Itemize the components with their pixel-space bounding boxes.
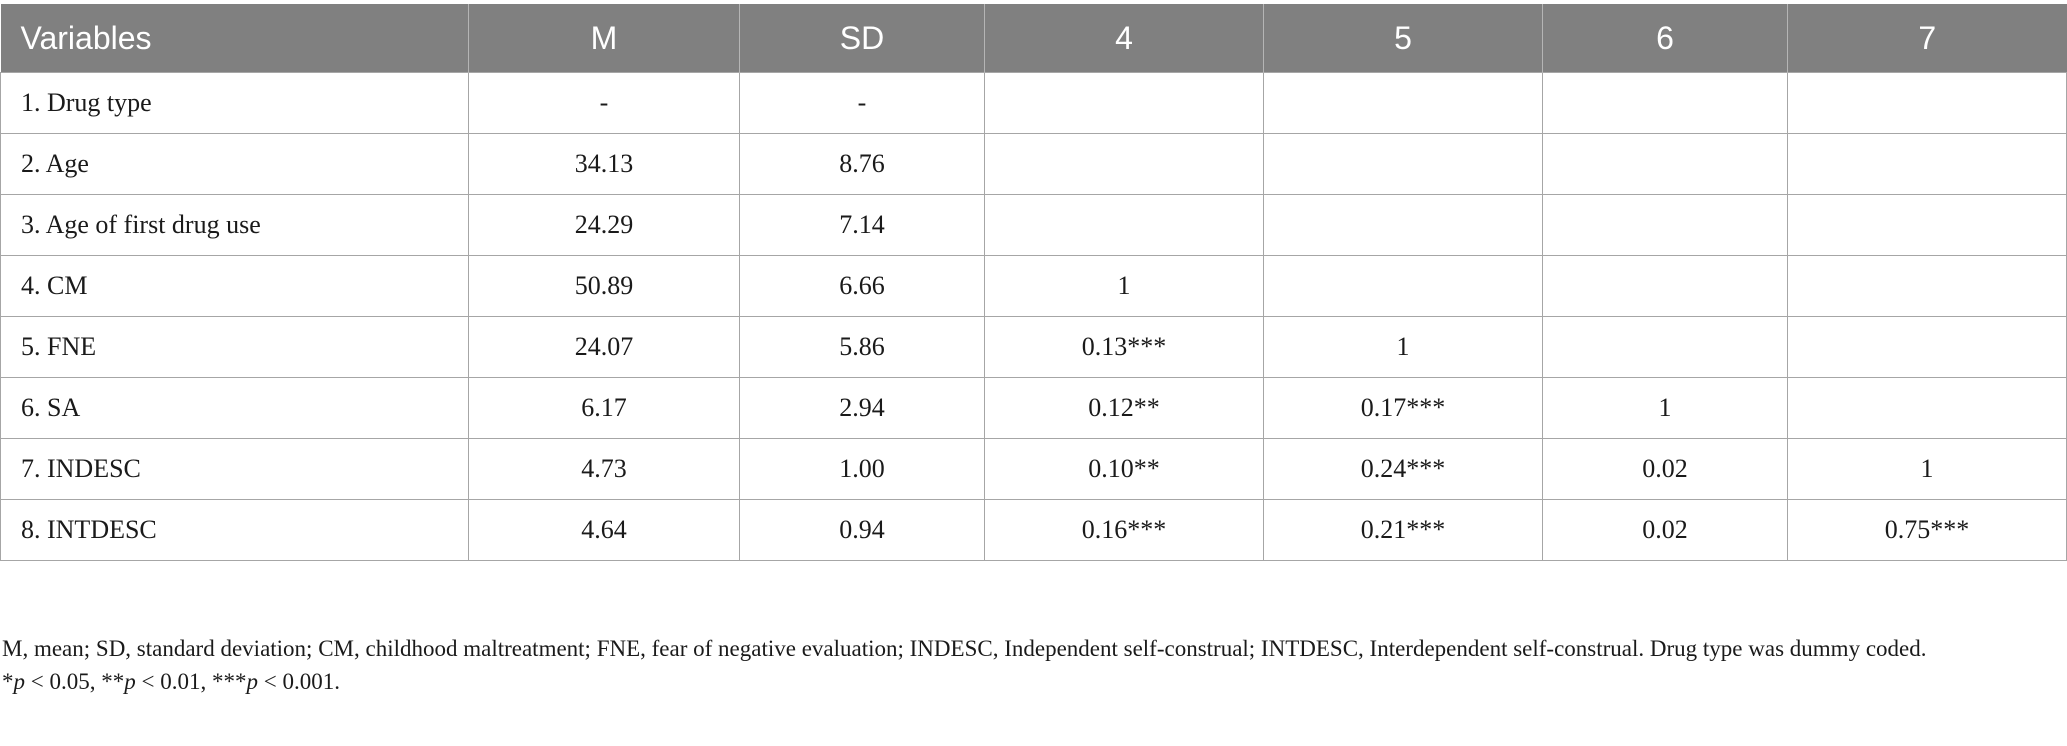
cell-r5 bbox=[1263, 133, 1543, 195]
row-label: 7. INDESC bbox=[0, 438, 469, 500]
cell-mean: 4.64 bbox=[468, 499, 740, 561]
sig-threshold-2: < 0.01, bbox=[135, 669, 212, 694]
row-label: 5. FNE bbox=[0, 316, 469, 378]
cell-r5: 0.24*** bbox=[1263, 438, 1543, 500]
cell-r6: 0.02 bbox=[1542, 438, 1788, 500]
cell-r4: 0.10** bbox=[984, 438, 1264, 500]
cell-r6 bbox=[1542, 194, 1788, 256]
table-header-row: Variables M SD 4 5 6 7 bbox=[0, 4, 2067, 73]
abbreviations-note: M, mean; SD, standard deviation; CM, chi… bbox=[2, 636, 1927, 661]
cell-mean: 50.89 bbox=[468, 255, 740, 317]
cell-r5: 0.17*** bbox=[1263, 377, 1543, 439]
header-col-4: 4 bbox=[984, 4, 1264, 73]
row-label: 2. Age bbox=[0, 133, 469, 195]
cell-r4: 0.12** bbox=[984, 377, 1264, 439]
correlation-table: Variables M SD 4 5 6 7 1. Drug type - - … bbox=[0, 4, 2067, 561]
cell-mean: 6.17 bbox=[468, 377, 740, 439]
cell-mean: 34.13 bbox=[468, 133, 740, 195]
cell-r7: 1 bbox=[1787, 438, 2067, 500]
table-row: 5. FNE 24.07 5.86 0.13*** 1 bbox=[0, 316, 2067, 378]
cell-r5 bbox=[1263, 255, 1543, 317]
cell-sd: 7.14 bbox=[739, 194, 985, 256]
cell-r6 bbox=[1542, 72, 1788, 134]
row-label: 6. SA bbox=[0, 377, 469, 439]
cell-r6: 1 bbox=[1542, 377, 1788, 439]
p-symbol: p bbox=[13, 669, 26, 694]
sig-stars-2: ** bbox=[101, 669, 125, 694]
sig-stars-3: *** bbox=[211, 669, 247, 694]
cell-r5: 1 bbox=[1263, 316, 1543, 378]
table-row: 6. SA 6.17 2.94 0.12** 0.17*** 1 bbox=[0, 377, 2067, 439]
cell-mean: - bbox=[468, 72, 740, 134]
row-label: 4. CM bbox=[0, 255, 469, 317]
cell-r6 bbox=[1542, 133, 1788, 195]
cell-r6: 0.02 bbox=[1542, 499, 1788, 561]
cell-r6 bbox=[1542, 255, 1788, 317]
cell-sd: - bbox=[739, 72, 985, 134]
table-row: 8. INTDESC 4.64 0.94 0.16*** 0.21*** 0.0… bbox=[0, 499, 2067, 561]
header-mean: M bbox=[468, 4, 740, 73]
cell-r4: 0.13*** bbox=[984, 316, 1264, 378]
cell-sd: 1.00 bbox=[739, 438, 985, 500]
cell-sd: 6.66 bbox=[739, 255, 985, 317]
header-sd: SD bbox=[739, 4, 985, 73]
table-row: 7. INDESC 4.73 1.00 0.10** 0.24*** 0.02 … bbox=[0, 438, 2067, 500]
cell-r7 bbox=[1787, 72, 2067, 134]
sig-threshold-3: < 0.001. bbox=[257, 669, 340, 694]
table-row: 3. Age of first drug use 24.29 7.14 bbox=[0, 194, 2067, 256]
cell-r7 bbox=[1787, 194, 2067, 256]
cell-r7: 0.75*** bbox=[1787, 499, 2067, 561]
cell-r4 bbox=[984, 72, 1264, 134]
cell-mean: 4.73 bbox=[468, 438, 740, 500]
cell-r7 bbox=[1787, 133, 2067, 195]
cell-sd: 2.94 bbox=[739, 377, 985, 439]
correlation-table-container: Variables M SD 4 5 6 7 1. Drug type - - … bbox=[0, 4, 2067, 561]
sig-threshold-1: < 0.05, bbox=[25, 669, 102, 694]
significance-note: *p < 0.05, **p < 0.01, ***p < 0.001. bbox=[2, 665, 2062, 698]
cell-r5 bbox=[1263, 72, 1543, 134]
table-row: 1. Drug type - - bbox=[0, 72, 2067, 134]
cell-r7 bbox=[1787, 316, 2067, 378]
cell-r4 bbox=[984, 194, 1264, 256]
row-label: 1. Drug type bbox=[0, 72, 469, 134]
table-row: 2. Age 34.13 8.76 bbox=[0, 133, 2067, 195]
p-symbol: p bbox=[246, 669, 258, 694]
p-symbol: p bbox=[124, 669, 136, 694]
table-footnotes: M, mean; SD, standard deviation; CM, chi… bbox=[2, 632, 2062, 698]
cell-sd: 8.76 bbox=[739, 133, 985, 195]
header-variables: Variables bbox=[0, 4, 469, 73]
cell-sd: 5.86 bbox=[739, 316, 985, 378]
row-label: 8. INTDESC bbox=[0, 499, 469, 561]
cell-r4: 1 bbox=[984, 255, 1264, 317]
cell-r4 bbox=[984, 133, 1264, 195]
cell-r7 bbox=[1787, 377, 2067, 439]
table-row: 4. CM 50.89 6.66 1 bbox=[0, 255, 2067, 317]
sig-stars-1: * bbox=[2, 669, 14, 694]
header-col-7: 7 bbox=[1787, 4, 2067, 73]
cell-r5: 0.21*** bbox=[1263, 499, 1543, 561]
cell-r5 bbox=[1263, 194, 1543, 256]
header-col-5: 5 bbox=[1263, 4, 1543, 73]
row-label: 3. Age of first drug use bbox=[0, 194, 469, 256]
header-col-6: 6 bbox=[1542, 4, 1788, 73]
cell-r6 bbox=[1542, 316, 1788, 378]
cell-mean: 24.07 bbox=[468, 316, 740, 378]
cell-r7 bbox=[1787, 255, 2067, 317]
cell-mean: 24.29 bbox=[468, 194, 740, 256]
cell-sd: 0.94 bbox=[739, 499, 985, 561]
cell-r4: 0.16*** bbox=[984, 499, 1264, 561]
